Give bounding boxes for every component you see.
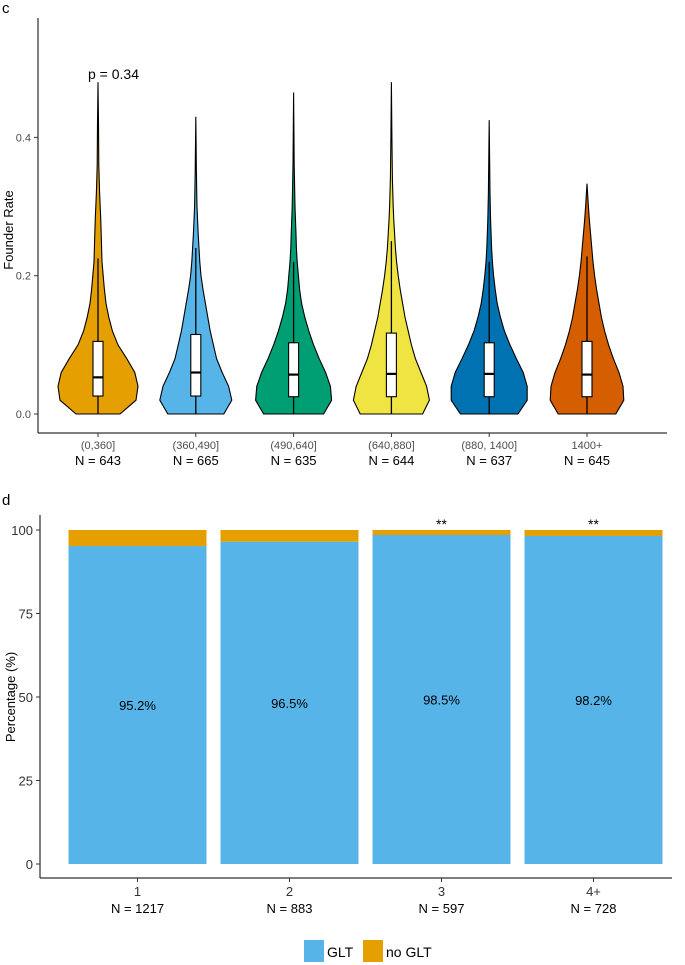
bar-y-tick-label: 75 xyxy=(19,607,33,622)
bar-y-tick-label: 25 xyxy=(19,774,33,789)
bar-segment-glt xyxy=(372,535,511,864)
bar-data-label: 98.5% xyxy=(423,693,460,708)
boxplot-box xyxy=(385,332,397,398)
violin-chart: Founder Rate p = 0.34 0.00.20.4 (0,360]N… xyxy=(1,18,667,468)
bar-segment-no-glt xyxy=(372,530,511,536)
violin-x-tick-label: 1400+ xyxy=(572,440,603,452)
bar-y-axis-title: Percentage (%) xyxy=(3,652,18,742)
legend-swatch-glt xyxy=(304,940,324,962)
legend-label-no-glt: no GLT xyxy=(386,944,432,960)
violin-y-tick-label: 0.2 xyxy=(16,271,31,283)
bar-data-label: 95.2% xyxy=(119,698,156,713)
violin-shape xyxy=(255,92,333,415)
violin-x-tick-label: (880, 1400] xyxy=(461,440,517,452)
bar-data-label: 98.2% xyxy=(575,693,612,708)
violin-n-label: N = 643 xyxy=(75,453,121,468)
bar-y-tick-label: 50 xyxy=(19,690,33,705)
bar-segment-glt xyxy=(524,536,663,864)
boxplot-box xyxy=(92,340,104,397)
boxplot-box xyxy=(190,333,202,397)
violin-y-tick-label: 0.0 xyxy=(16,409,31,421)
violin-n-label: N = 635 xyxy=(271,453,317,468)
violin-y-axis-title: Founder Rate xyxy=(1,190,16,270)
boxplot-box xyxy=(288,342,300,398)
stacked-bar-chart: Percentage (%) 0 25 50 75 100 95.2% 96.5% 98.5… xyxy=(3,515,672,916)
bar-x-tick-label: 3 xyxy=(438,884,445,899)
violin-n-label: N = 665 xyxy=(173,453,219,468)
violin-n-label: N = 645 xyxy=(564,453,610,468)
panel-c-label: c xyxy=(2,0,10,17)
bar-n-label: N = 883 xyxy=(267,901,313,916)
bar-data-label: 96.5% xyxy=(271,696,308,711)
violin-y-tick-label: 0.4 xyxy=(16,132,31,144)
bar-n-label: N = 597 xyxy=(419,901,465,916)
significance-marker: ** xyxy=(436,516,447,532)
violin-n-label: N = 637 xyxy=(466,453,512,468)
p-value-annotation: p = 0.34 xyxy=(88,66,139,82)
bar-x-tick-label: 1 xyxy=(134,884,141,899)
bar-n-label: N = 728 xyxy=(571,901,617,916)
bar-x-tick-label: 2 xyxy=(286,884,293,899)
violin-x-tick-label: (360,490] xyxy=(173,440,219,452)
violin-shape xyxy=(57,82,139,415)
legend-swatch-no-glt xyxy=(363,940,383,962)
bar-x-tick-label: 4+ xyxy=(586,884,601,899)
panel-d-label: d xyxy=(2,492,10,509)
bar-segment-glt xyxy=(68,546,207,864)
violin-x-tick-label: (0,360] xyxy=(81,440,115,452)
bar-segment-glt xyxy=(220,541,359,864)
violin-x-tick-label: (490,640] xyxy=(270,440,316,452)
legend: GLT no GLT xyxy=(304,940,432,962)
bar-y-tick-label: 0 xyxy=(26,857,33,872)
bar-segment-no-glt xyxy=(524,530,663,537)
bar-n-label: N = 1217 xyxy=(111,901,164,916)
bar-y-tick-label: 100 xyxy=(11,523,33,538)
violin-n-label: N = 644 xyxy=(368,453,414,468)
bar-segment-no-glt xyxy=(68,530,207,547)
legend-label-glt: GLT xyxy=(327,944,354,960)
significance-marker: ** xyxy=(588,516,599,532)
boxplot-box xyxy=(581,340,593,398)
bar-segment-no-glt xyxy=(220,530,359,542)
boxplot-box xyxy=(483,342,495,398)
violin-x-tick-label: (640,880] xyxy=(368,440,414,452)
